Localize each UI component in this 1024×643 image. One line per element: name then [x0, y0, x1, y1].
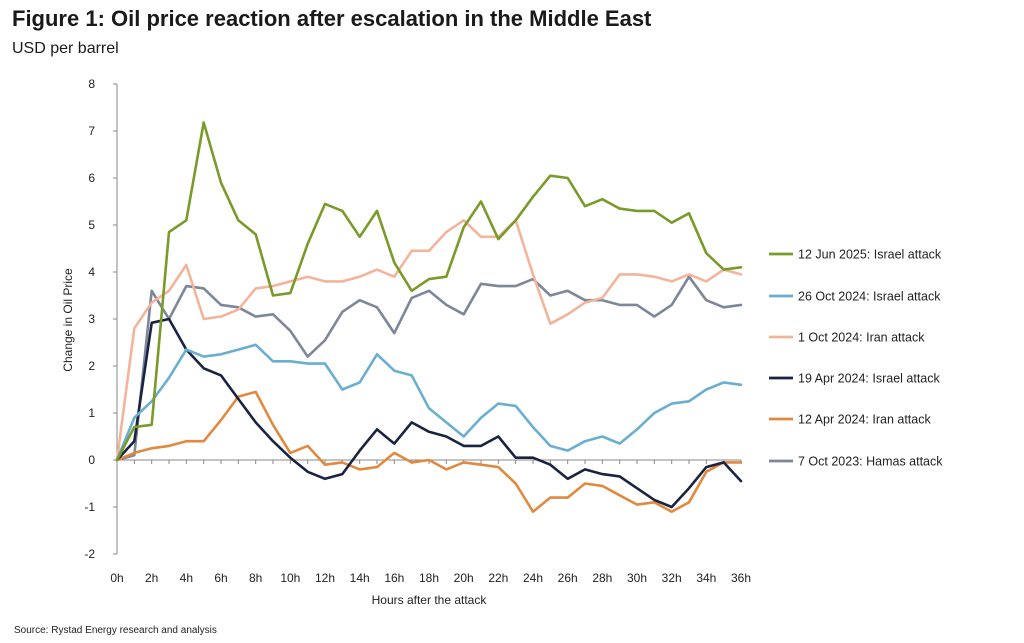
y-tick-label: -2: [84, 547, 95, 561]
x-axis-label: Hours after the attack: [372, 593, 488, 607]
chart-title: Figure 1: Oil price reaction after escal…: [12, 6, 652, 31]
y-tick-label: 7: [88, 124, 95, 138]
x-tick-label: 22h: [488, 571, 508, 585]
x-tick-label: 0h: [110, 571, 123, 585]
legend-label: 7 Oct 2023: Hamas attack: [798, 455, 943, 469]
y-tick-label: 0: [88, 453, 95, 467]
x-tick-label: 4h: [180, 571, 193, 585]
x-tick-label: 20h: [454, 571, 474, 585]
legend-label: 12 Jun 2025: Israel attack: [798, 248, 942, 262]
series-line-12-apr-2024-iran-attack: [115, 390, 743, 514]
x-tick-label: 36h: [731, 571, 751, 585]
series-layer: [115, 121, 743, 514]
y-tick-label: 1: [88, 406, 95, 420]
y-axis-label: Change in Oil Price: [61, 268, 75, 372]
series-line-7-oct-2023-hamas-attack: [115, 275, 743, 462]
y-tick-label: 6: [88, 171, 95, 185]
series-line-19-apr-2024-israel-attack: [115, 317, 743, 509]
chart-subtitle: USD per barrel: [12, 40, 119, 57]
x-tick-label: 6h: [214, 571, 227, 585]
x-tick-label: 8h: [249, 571, 262, 585]
series-line-12-jun-2025-israel-attack: [115, 121, 743, 462]
series-line-26-oct-2024-israel-attack: [115, 343, 743, 462]
y-tick-label: 3: [88, 312, 95, 326]
x-tick-label: 10h: [280, 571, 300, 585]
x-tick-label: 32h: [662, 571, 682, 585]
x-tick-label: 30h: [627, 571, 647, 585]
y-tick-label: 4: [88, 265, 95, 279]
series-line-1-oct-2024-iran-attack: [115, 219, 743, 462]
x-tick-label: 2h: [145, 571, 158, 585]
legend-label: 26 Oct 2024: Israel attack: [798, 290, 941, 304]
chart-legend: 12 Jun 2025: Israel attack 26 Oct 2024: I…: [769, 248, 943, 469]
x-tick-label: 14h: [350, 571, 370, 585]
y-tick-label: 5: [88, 218, 95, 232]
legend-label: 12 Apr 2024: Iran attack: [798, 413, 931, 427]
x-tick-label: 34h: [696, 571, 716, 585]
y-tick-label: 2: [88, 359, 95, 373]
y-tick-label: 8: [88, 77, 95, 91]
source-note: Source: Rystad Energy research and analy…: [14, 625, 217, 636]
x-tick-label: 16h: [384, 571, 404, 585]
chart-axes: -2 -1 0 1 2 3 4 5 6 7 8 0h 2h 4h 6h 8h 10h 12h 14h 16h 18h 20…: [84, 77, 751, 585]
x-tick-label: 18h: [419, 571, 439, 585]
y-tick-label: -1: [84, 500, 95, 514]
x-tick-label: 12h: [315, 571, 335, 585]
x-tick-label: 24h: [523, 571, 543, 585]
x-tick-label: 28h: [592, 571, 612, 585]
x-tick-label: 26h: [558, 571, 578, 585]
legend-label: 19 Apr 2024: Israel attack: [798, 372, 941, 386]
legend-label: 1 Oct 2024: Iran attack: [798, 331, 925, 345]
